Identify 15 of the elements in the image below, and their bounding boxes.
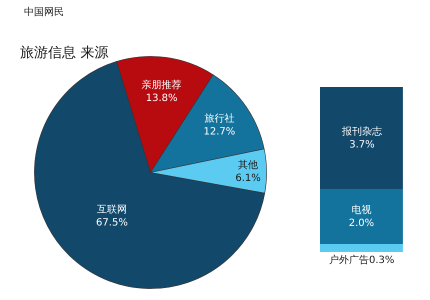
data-label: 2.0% — [348, 218, 374, 229]
data-label: 12.7% — [204, 126, 236, 138]
series-label: 报刊杂志 — [340, 125, 382, 138]
data-label: 67.5% — [96, 217, 128, 228]
data-label: 6.1% — [235, 172, 261, 184]
text: 户外广告0.3% — [329, 255, 394, 266]
data-label: 13.8% — [146, 92, 178, 104]
slice-label: 其他 — [238, 158, 258, 171]
slice-label: 互联网 — [96, 203, 127, 216]
slice-label: 旅行社 — [204, 112, 234, 125]
data-label: 3.7% — [349, 139, 375, 150]
slice-label: 亲朋推荐 — [142, 78, 182, 91]
chart-title: 旅游信息 来源 — [20, 44, 109, 61]
text: 中国网民 — [24, 6, 64, 18]
series-label: 电视 — [351, 204, 372, 216]
